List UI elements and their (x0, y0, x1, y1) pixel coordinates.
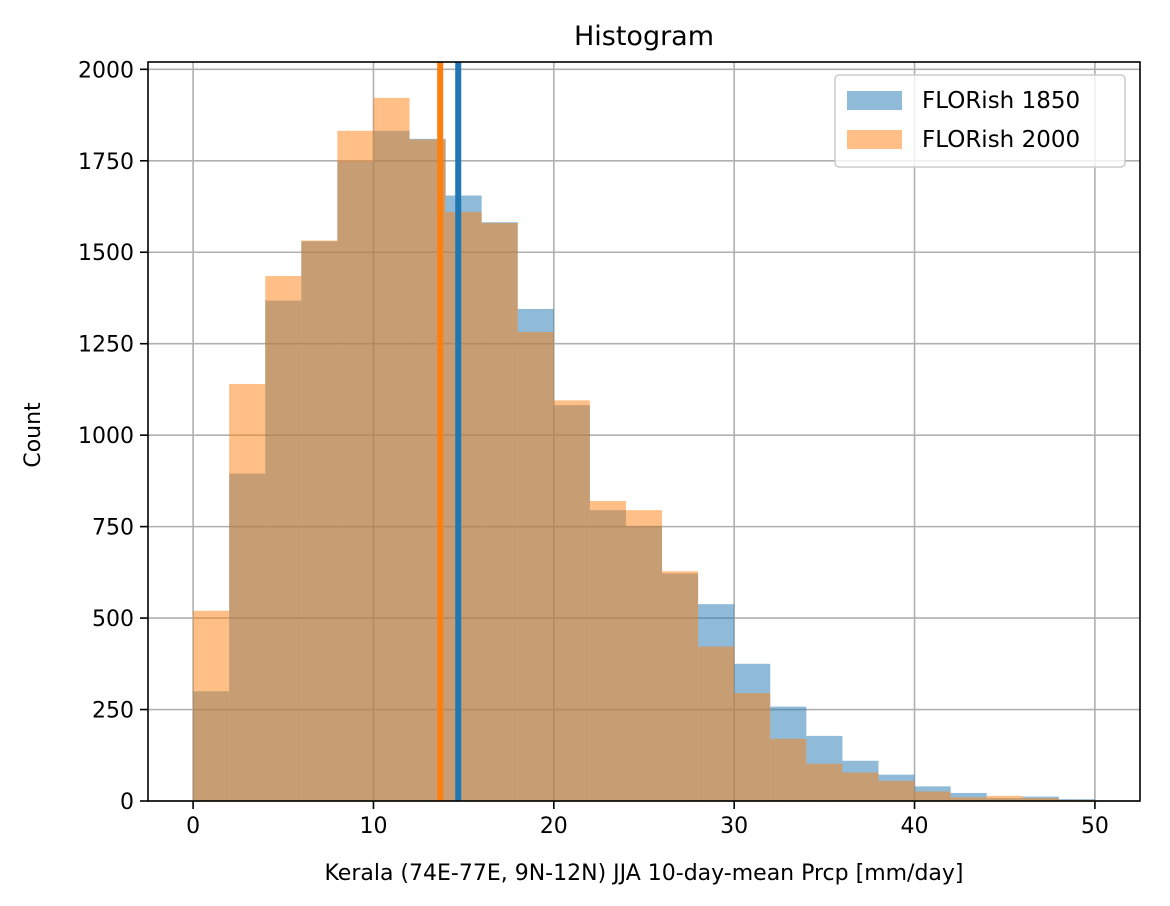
bar-florish-2000 (337, 130, 374, 802)
bar-florish-2000 (193, 610, 230, 801)
y-tick-label: 2000 (78, 58, 134, 83)
x-axis-label: Kerala (74E-77E, 9N-12N) JJA 10-day-mean… (324, 861, 963, 886)
bar-florish-2000 (914, 791, 951, 801)
bar-florish-2000 (517, 331, 554, 801)
y-tick-label: 500 (92, 607, 134, 632)
bar-florish-2000 (589, 501, 626, 801)
bar-florish-2000 (553, 400, 590, 801)
bar-florish-2000 (878, 780, 915, 801)
x-tick-label: 20 (540, 814, 568, 839)
bar-florish-2000 (806, 763, 843, 801)
legend-box (834, 74, 1126, 168)
x-tick-label: 40 (901, 814, 929, 839)
y-tick-label: 1500 (78, 241, 134, 266)
y-tick-label: 1250 (78, 333, 134, 358)
bar-florish-2000 (770, 738, 807, 801)
x-tick-label: 10 (359, 814, 387, 839)
plot-area-frame (147, 61, 1141, 802)
legend: FLORish 1850 FLORish 2000 (834, 74, 1126, 168)
bar-florish-2000 (445, 211, 482, 801)
x-axis-ticks: 0 10 20 30 40 50 (186, 801, 1109, 839)
bar-florish-2000 (950, 797, 987, 801)
bar-florish-2000 (481, 222, 518, 802)
bar-florish-2000 (986, 795, 1023, 801)
y-tick-label: 0 (120, 790, 134, 815)
bar-florish-1850 (950, 792, 987, 801)
bar-florish-2000 (625, 510, 663, 801)
y-tick-label: 1000 (78, 424, 134, 449)
chart-title: Histogram (574, 21, 714, 52)
y-axis-label: Count (21, 402, 46, 468)
x-tick-label: 30 (720, 814, 748, 839)
x-tick-label: 0 (186, 814, 200, 839)
bar-florish-2000 (698, 646, 735, 801)
bar-florish-2000 (662, 571, 699, 801)
bar-florish-2000 (373, 97, 410, 801)
legend-swatch-florish-1850 (847, 91, 902, 110)
bars-layer (193, 97, 1095, 802)
bar-florish-2000 (265, 276, 302, 801)
x-tick-label: 50 (1081, 814, 1109, 839)
bar-florish-2000 (229, 383, 266, 801)
mean-lines-layer (437, 62, 462, 801)
legend-swatch-florish-2000 (847, 130, 902, 149)
y-tick-label: 750 (92, 516, 134, 541)
legend-label-florish-2000: FLORish 2000 (922, 127, 1080, 153)
legend-label-florish-1850: FLORish 1850 (922, 88, 1080, 114)
bar-florish-2000 (301, 240, 338, 801)
y-axis-ticks: 0 250 500 750 1000 1250 1500 1750 2000 (78, 58, 148, 815)
bar-florish-2000 (734, 693, 771, 801)
y-tick-label: 1750 (78, 150, 134, 175)
bar-florish-2000 (842, 772, 879, 801)
bar-florish-2000 (1022, 798, 1059, 801)
y-tick-label: 250 (92, 699, 134, 724)
